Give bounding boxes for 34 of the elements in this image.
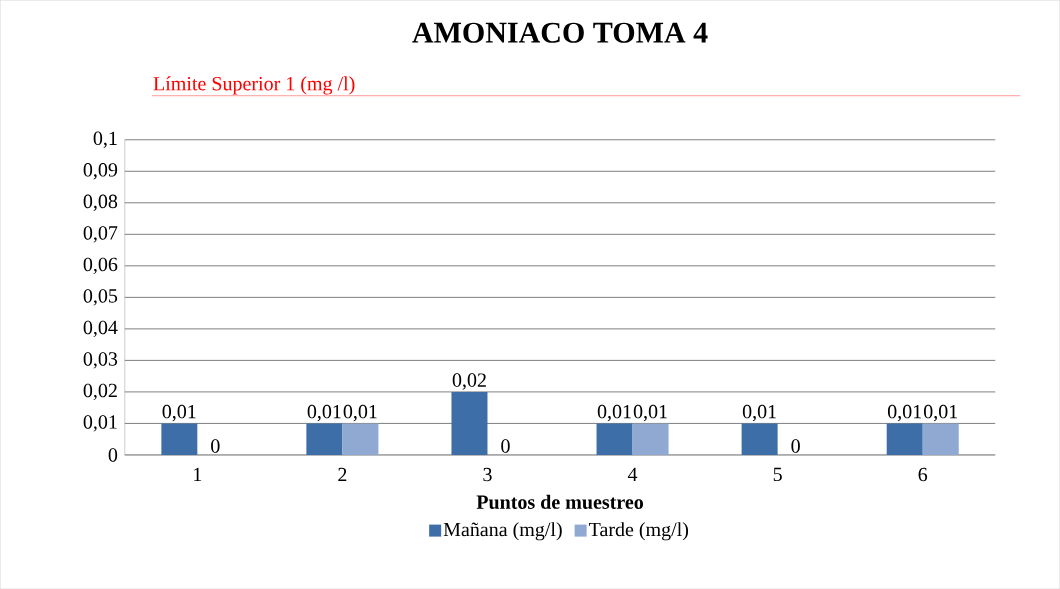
data-label: 0 xyxy=(501,439,510,453)
data-label: 0 xyxy=(211,439,220,453)
y-tick-label: 0,06 xyxy=(83,257,118,274)
data-label: 0 xyxy=(791,439,800,453)
x-tick-label: 6 xyxy=(918,467,928,482)
x-tick-label: 2 xyxy=(338,467,347,481)
data-label: 0,01 xyxy=(887,404,922,422)
x-axis-title: Puntos de muestreo xyxy=(476,494,643,509)
y-tick-label: 0,1 xyxy=(93,131,117,148)
text: Límite Superior 1 (mg /l) xyxy=(153,76,355,95)
x-tick-label: 5 xyxy=(773,467,782,482)
y-tick-label: 0,02 xyxy=(83,383,117,400)
x-tick-label: 1 xyxy=(194,467,202,481)
y-tick-label: 0 xyxy=(108,448,118,462)
data-label: 0,02 xyxy=(452,373,486,390)
y-tick-label: 0,08 xyxy=(83,194,118,211)
legend-label: Tarde (mg/l) xyxy=(588,522,689,541)
y-tick-label: 0,03 xyxy=(83,352,118,369)
legend-label: Mañana (mg/l) xyxy=(443,522,562,541)
data-label: 0,01 xyxy=(597,404,631,422)
y-tick-label: 0,01 xyxy=(83,415,117,432)
data-label: 0,01 xyxy=(162,404,196,422)
y-tick-label: 0,07 xyxy=(83,226,118,243)
data-label: 0,01 xyxy=(307,404,341,422)
data-label: 0,01 xyxy=(742,404,776,422)
chart-title: AMONIACO TOMA 4 xyxy=(412,22,708,43)
y-tick-label: 0,04 xyxy=(83,320,118,337)
data-label: 0,01 xyxy=(923,404,958,422)
data-label: 0,01 xyxy=(633,404,667,422)
y-tick-label: 0,05 xyxy=(83,289,118,306)
x-tick-label: 4 xyxy=(627,467,638,481)
x-tick-label: 3 xyxy=(483,467,492,482)
data-label: 0,01 xyxy=(343,404,377,422)
y-tick-label: 0,09 xyxy=(83,162,118,180)
